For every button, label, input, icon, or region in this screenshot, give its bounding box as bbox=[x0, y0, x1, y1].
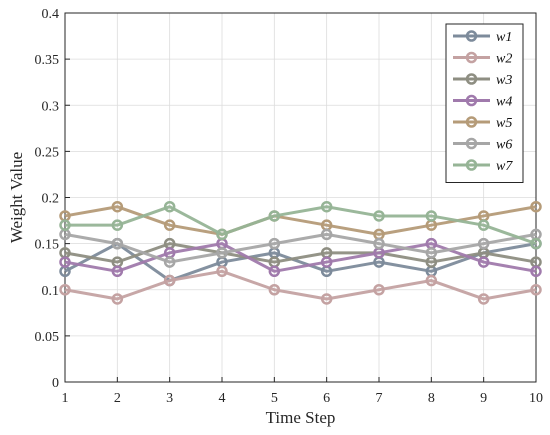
data-point-w6 bbox=[373, 237, 385, 250]
legend-box bbox=[445, 23, 524, 183]
y-tick-label: 0.4 bbox=[42, 7, 60, 22]
data-point-w4 bbox=[59, 256, 71, 268]
legend-item-w5: w5 bbox=[453, 116, 512, 131]
legend: w1 w2 w3 w4 w5 w6 w7 bbox=[445, 23, 524, 183]
x-tick-label: 9 bbox=[480, 391, 487, 406]
data-point-w6 bbox=[477, 237, 490, 250]
data-point-w6 bbox=[268, 237, 281, 250]
x-tick-label: 8 bbox=[428, 391, 435, 406]
legend-item-w2: w2 bbox=[453, 52, 512, 67]
legend-swatch-marker bbox=[465, 51, 478, 64]
x-axis-label: Time Step bbox=[266, 408, 336, 427]
data-point-w6 bbox=[425, 247, 438, 259]
data-point-w2 bbox=[216, 265, 228, 278]
series-w2 bbox=[59, 265, 542, 305]
legend-item-w7: w7 bbox=[453, 159, 513, 174]
y-tick-label: 0.15 bbox=[35, 238, 60, 253]
data-point-w4 bbox=[111, 265, 124, 278]
legend-label: w7 bbox=[496, 159, 513, 174]
x-tick-label: 3 bbox=[166, 391, 173, 406]
series-w7 bbox=[59, 200, 542, 250]
data-point-w7 bbox=[320, 200, 333, 213]
legend-item-w1: w1 bbox=[453, 30, 512, 45]
data-point-w4 bbox=[477, 256, 490, 268]
legend-swatch-marker bbox=[465, 137, 478, 150]
x-tick-label: 7 bbox=[376, 391, 383, 406]
data-point-w7 bbox=[111, 219, 124, 231]
data-point-w2 bbox=[320, 293, 333, 305]
data-point-w4 bbox=[268, 265, 281, 278]
x-tick-label: 6 bbox=[323, 391, 330, 406]
data-point-w7 bbox=[216, 228, 228, 241]
data-point-w7 bbox=[268, 210, 281, 222]
y-tick-label: 0.05 bbox=[35, 330, 60, 345]
data-point-w6 bbox=[216, 247, 228, 259]
y-tick-label: 0.2 bbox=[42, 192, 60, 207]
y-tick-label: 0.35 bbox=[35, 53, 60, 68]
data-point-w7 bbox=[59, 219, 71, 231]
series-line-w4 bbox=[64, 242, 537, 273]
legend-item-w6: w6 bbox=[453, 138, 512, 153]
series-line-w2 bbox=[64, 269, 537, 301]
legend-swatch-marker bbox=[465, 116, 478, 128]
data-point-w2 bbox=[163, 274, 176, 287]
data-point-w2 bbox=[530, 284, 542, 296]
legend-item-w4: w4 bbox=[453, 95, 512, 110]
legend-item-w3: w3 bbox=[453, 73, 512, 88]
data-point-w6 bbox=[320, 228, 333, 241]
data-point-w2 bbox=[59, 284, 71, 296]
y-axis-label: Weight Value bbox=[7, 152, 26, 243]
x-tick-label: 5 bbox=[271, 391, 278, 406]
data-point-w2 bbox=[425, 274, 438, 287]
data-point-w4 bbox=[320, 256, 333, 268]
data-point-w7 bbox=[163, 200, 176, 213]
data-point-w2 bbox=[477, 293, 490, 305]
legend-swatch-marker bbox=[465, 94, 478, 107]
data-point-w6 bbox=[163, 256, 176, 268]
data-point-w2 bbox=[373, 284, 385, 296]
y-tick-label: 0.3 bbox=[42, 99, 60, 114]
legend-label: w1 bbox=[496, 30, 512, 45]
legend-swatch-marker bbox=[465, 159, 478, 171]
data-point-w7 bbox=[425, 210, 438, 222]
y-tick-label: 0.25 bbox=[35, 145, 60, 160]
y-tick-label: 0 bbox=[52, 376, 59, 391]
series-w6 bbox=[59, 228, 542, 268]
data-point-w2 bbox=[268, 284, 281, 296]
data-point-w7 bbox=[373, 210, 385, 222]
y-tick-label: 0.1 bbox=[42, 284, 60, 299]
data-point-w6 bbox=[111, 237, 124, 250]
legend-label: w2 bbox=[496, 52, 512, 67]
x-tick-label: 10 bbox=[529, 391, 543, 406]
series-group bbox=[59, 200, 542, 305]
legend-label: w4 bbox=[496, 95, 512, 110]
axis-ticks: 1 2 3 4 5 6 7 8 9 10 0 0.05 0.1 0.15 0.2 0.25 0.3 0.35 0.4 bbox=[35, 7, 544, 406]
legend-swatch-marker bbox=[465, 30, 478, 42]
data-point-w5 bbox=[111, 200, 124, 213]
legend-label: w5 bbox=[496, 116, 512, 131]
data-point-w4 bbox=[530, 265, 542, 278]
series-line-w7 bbox=[65, 205, 537, 246]
data-point-w7 bbox=[477, 219, 490, 231]
x-tick-label: 2 bbox=[114, 391, 121, 406]
series-line-w6 bbox=[64, 232, 537, 264]
legend-label: w6 bbox=[496, 138, 512, 153]
legend-label: w3 bbox=[496, 73, 512, 88]
legend-swatch-marker bbox=[465, 73, 478, 85]
x-tick-label: 4 bbox=[219, 391, 226, 406]
data-point-w7 bbox=[530, 237, 542, 250]
data-point-w5 bbox=[163, 219, 176, 231]
x-tick-label: 1 bbox=[62, 391, 69, 406]
data-point-w5 bbox=[530, 200, 542, 213]
data-point-w2 bbox=[111, 293, 124, 305]
